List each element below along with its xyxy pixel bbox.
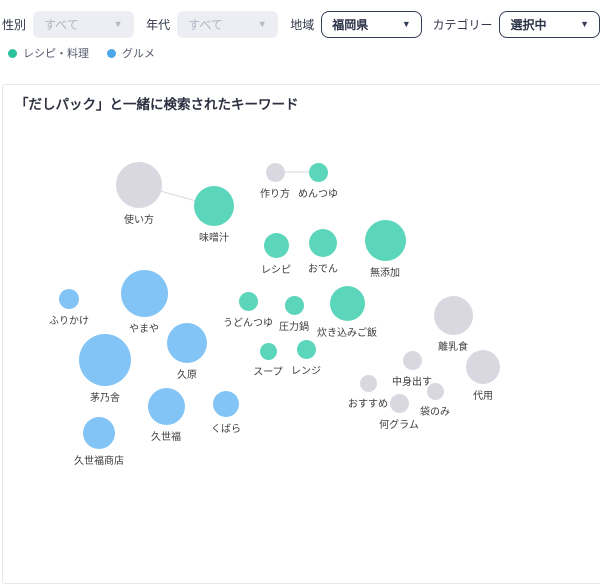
bubble-久世福商店[interactable] [83,417,115,449]
bubble-レンジ[interactable] [296,339,316,359]
chevron-down-icon: ▼ [113,19,123,29]
bubble-茅乃舎[interactable] [79,334,131,386]
bubble-無添加[interactable] [364,219,406,261]
bubble-label: 久世福 [151,431,181,443]
gender-select-value: すべて [44,18,79,32]
bubble-label: 何グラム [379,419,419,431]
filter-bar: 性別 すべて ▼ 年代 すべて ▼ 地域 福岡県 ▼ カテゴリー 選択中 ▼ [0,0,600,40]
bubble-おすすめ[interactable] [359,374,377,392]
bubble-label: 離乳食 [438,341,468,353]
recipe-legend-dot-icon [8,48,17,58]
bubble-スープ[interactable] [259,342,277,360]
bubble-味噌汁[interactable] [194,186,234,226]
age-label: 年代 [146,18,171,32]
region-label: 地域 [290,18,315,32]
category-label: カテゴリー [432,18,493,32]
bubble-やまや[interactable] [120,269,168,317]
bubble-label: レシピ [261,264,291,276]
bubble-label: くばら [211,424,241,435]
bubble-label: やまや [129,323,159,335]
bubble-label: レンジ [291,365,321,377]
bubble-label: うどんつゆ [223,317,273,329]
chevron-down-icon: ▼ [580,19,589,29]
bubble-label: 代用 [473,391,493,402]
bubble-label: 圧力鍋 [279,321,309,333]
bubble-label: 作り方 [260,188,290,200]
bubble-label: 味噌汁 [199,233,229,244]
category-select[interactable]: 選択中 ▼ [499,11,600,38]
region-select-value: 福岡県 [332,18,369,32]
bubble-レシピ[interactable] [263,232,289,258]
bubble-圧力鍋[interactable] [284,295,304,315]
bubble-label: 無添加 [370,267,400,279]
bubble-久原[interactable] [167,323,207,363]
bubble-label: 使い方 [124,215,154,226]
bubble-label: スープ [253,366,283,378]
bubble-label: 袋のみ [420,406,450,418]
keyword-chart-card: 「だしパック」と一緒に検索されたキーワード 使い方 作り方離乳食中身出す代用おすす… [2,84,600,584]
bubble-何グラム[interactable] [389,393,409,413]
chevron-down-icon: ▼ [257,19,267,29]
bubble-label: めんつゆ [298,188,338,200]
bubble-ふりかけ[interactable] [59,289,79,309]
chevron-down-icon: ▼ [401,19,411,29]
bubble-label: 中身出す [392,376,432,388]
bubble-作り方[interactable] [265,162,285,182]
bubble-label: おでん [308,264,338,275]
bubble-離乳食[interactable] [433,295,473,335]
bubble-久世福[interactable] [147,387,185,425]
legend-item-gourmet[interactable]: グルメ [107,45,155,61]
bubble-めんつゆ[interactable] [308,162,328,182]
age-select-value: すべて [188,18,223,32]
gender-label: 性別 [2,18,27,32]
legend-label: レシピ・料理 [23,48,89,60]
age-select: すべて ▼ [177,11,278,38]
legend-item-recipe[interactable]: レシピ・料理 [8,45,89,61]
bubble-うどんつゆ[interactable] [238,291,258,311]
gender-select: すべて ▼ [33,11,134,38]
bubble-おでん[interactable] [309,229,337,257]
category-select-value: 選択中 [510,18,547,32]
bubble-label: 炊き込みご飯 [317,327,377,339]
legend-label: グルメ [122,48,155,60]
bubble-炊き込みご飯[interactable] [329,285,365,321]
bubble-代用[interactable] [466,350,500,384]
bubble-label: 茅乃舎 [90,393,120,404]
bubble-label: ふりかけ [49,316,89,327]
bubble-使い方[interactable] [116,162,162,208]
chart-legend: レシピ・料理 グルメ [0,42,600,64]
bubble-袋のみ[interactable] [426,382,444,400]
bubble-chart: 使い方 作り方離乳食中身出す代用おすすめ何グラム 袋のみ 味噌汁 めんつゆレシピ おでん 無… [3,85,600,491]
bubble-くばら[interactable] [213,391,239,417]
bubble-中身出す[interactable] [402,350,422,370]
chart-title: 「だしパック」と一緒に検索されたキーワード [15,97,299,112]
bubble-label: 久世福商店 [74,456,124,467]
gourmet-legend-dot-icon [107,48,116,58]
bubble-label: おすすめ [348,398,388,410]
region-select[interactable]: 福岡県 ▼ [321,11,422,38]
bubble-label: 久原 [177,370,197,381]
